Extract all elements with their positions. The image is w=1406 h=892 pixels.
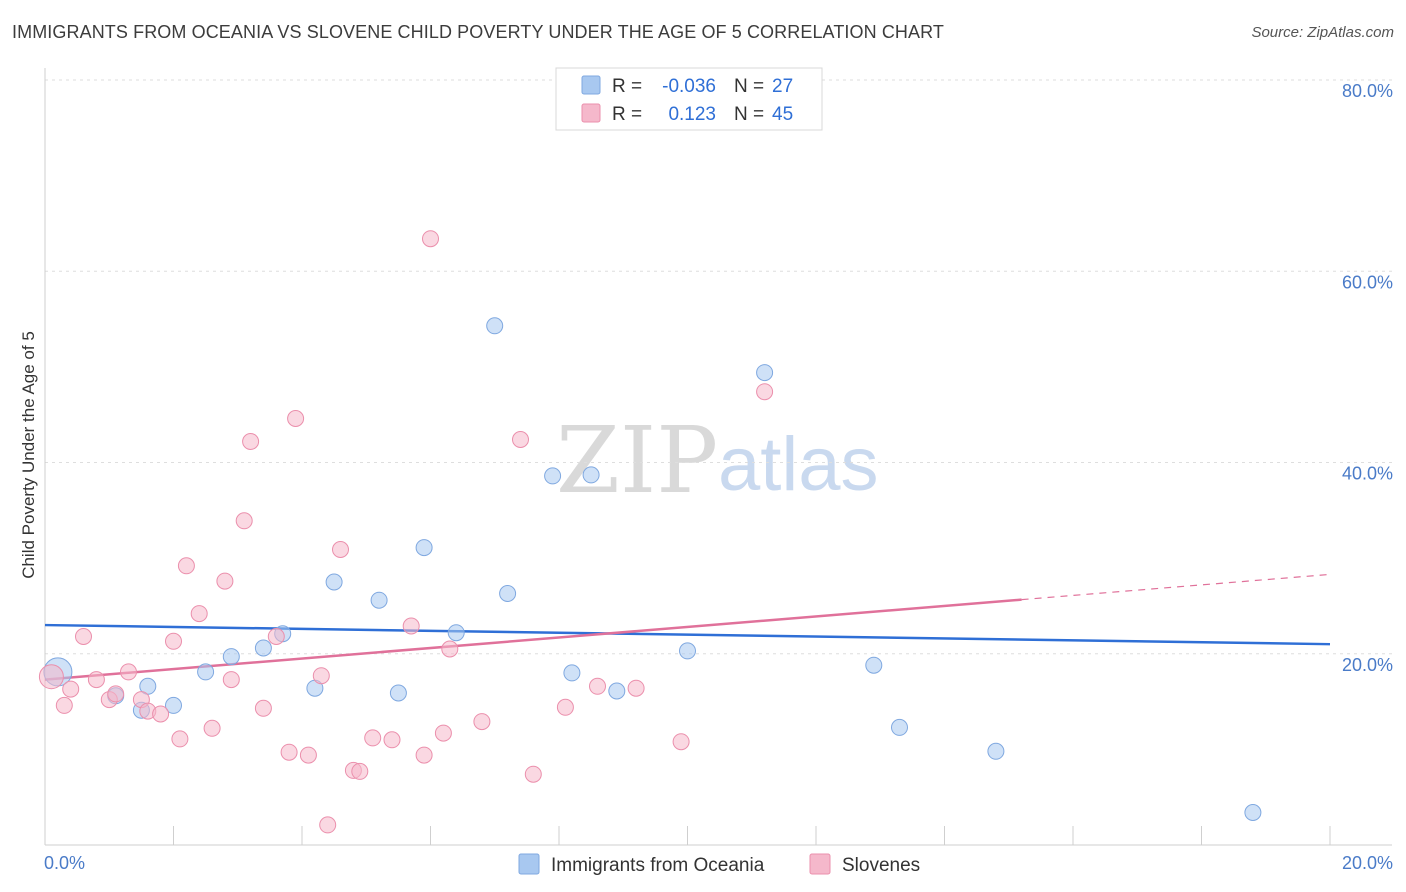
point-series0-4 [165, 696, 182, 714]
point-series1-43 [672, 733, 690, 751]
y-tick-label-0: 20.0% [1342, 655, 1393, 675]
point-series0-24 [891, 718, 908, 736]
point-series0-17 [544, 467, 562, 485]
x-tick-label-0: 0.0% [44, 853, 85, 873]
watermark-zip: ZIP [556, 407, 718, 514]
point-series1-31 [383, 731, 401, 749]
x-tick-label-1: 20.0% [1342, 853, 1393, 873]
point-series1-3 [75, 628, 92, 645]
legend-n-label-slovenes: N = [734, 104, 764, 125]
point-series1-27 [332, 541, 349, 558]
trend-line-series0 [44, 623, 1331, 646]
y-tick-labels: 20.0% 40.0% 60.0% 80.0% [1342, 81, 1393, 675]
series-legend-swatch-oceania [518, 853, 540, 875]
point-series0-5 [197, 663, 215, 681]
data-points [38, 230, 1262, 834]
point-series1-1 [55, 696, 73, 714]
point-series1-39 [524, 765, 542, 783]
point-series0-12 [389, 684, 407, 702]
point-series1-10 [152, 705, 170, 723]
point-series0-26 [1244, 804, 1262, 821]
point-series0-16 [499, 585, 517, 602]
point-series1-18 [235, 512, 253, 530]
point-series0-15 [486, 317, 504, 335]
point-series1-17 [222, 671, 240, 689]
legend-n-value-slovenes: 45 [772, 104, 793, 125]
y-axis-label: Child Poverty Under the Age of 5 [19, 331, 38, 579]
legend-r-value-slovenes: 0.123 [668, 104, 716, 125]
stats-legend: R = -0.036 N = 27 R = 0.123 N = 45 [555, 67, 823, 131]
watermark: ZIP atlas [556, 407, 879, 514]
point-series1-34 [434, 724, 452, 742]
point-series1-2 [62, 680, 80, 698]
series-legend-label-slovenes: Slovenes [842, 855, 920, 876]
point-series1-33 [415, 746, 433, 764]
y-tick-label-3: 80.0% [1342, 81, 1393, 101]
trend-lines [44, 573, 1331, 681]
point-series0-21 [679, 642, 696, 660]
point-series1-29 [351, 762, 369, 780]
series-legend-swatch-slovenes [809, 853, 831, 875]
point-series1-12 [171, 730, 189, 748]
point-series1-44 [756, 383, 774, 401]
trend-line-extension-series1 [1021, 573, 1331, 601]
point-series1-30 [364, 729, 382, 747]
point-series1-41 [589, 677, 606, 695]
chart-source: Source: ZipAtlas.com [1251, 24, 1394, 41]
point-series1-25 [312, 667, 330, 685]
watermark-atlas: atlas [718, 422, 879, 507]
point-series1-11 [165, 632, 182, 650]
legend-r-label-slovenes: R = [612, 104, 642, 125]
point-series0-7 [254, 639, 272, 657]
point-series1-24 [299, 746, 317, 764]
x-tick-labels: 0.0% 20.0% [44, 853, 1393, 873]
point-series1-13 [177, 557, 195, 575]
point-series1-15 [203, 719, 221, 737]
point-series1-7 [120, 663, 137, 681]
y-tick-label-2: 60.0% [1342, 272, 1393, 292]
point-series0-22 [756, 364, 774, 382]
legend-r-label-oceania: R = [612, 76, 642, 97]
point-series1-23 [287, 410, 305, 427]
point-series0-13 [415, 539, 433, 557]
point-series1-35 [441, 640, 459, 658]
legend-swatch-slovenes [581, 103, 601, 123]
series-legend: Immigrants from Oceania Slovenes [518, 853, 920, 876]
y-tick-label-1: 40.0% [1342, 464, 1393, 484]
point-series1-4 [87, 671, 105, 689]
point-series0-6 [222, 648, 240, 666]
legend-n-value-oceania: 27 [772, 76, 793, 97]
point-series0-23 [865, 656, 883, 674]
point-series1-40 [556, 698, 574, 716]
legend-n-label-oceania: N = [734, 76, 764, 97]
point-series0-18 [563, 664, 581, 682]
point-series1-42 [627, 679, 645, 697]
point-series1-32 [402, 617, 420, 635]
point-series1-0 [38, 664, 64, 690]
point-series1-21 [267, 628, 285, 645]
point-series1-22 [280, 743, 298, 761]
point-series0-19 [582, 466, 600, 484]
point-series1-36 [422, 230, 439, 248]
legend-r-value-oceania: -0.036 [662, 76, 716, 97]
series-legend-label-oceania: Immigrants from Oceania [551, 855, 765, 876]
point-series1-16 [216, 572, 234, 590]
chart-title: IMMIGRANTS FROM OCEANIA VS SLOVENE CHILD… [12, 22, 945, 42]
legend-swatch-oceania [581, 75, 601, 95]
point-series1-14 [190, 605, 208, 623]
point-series1-6 [107, 685, 125, 703]
point-series1-26 [319, 816, 337, 834]
grid-lines [45, 79, 1392, 655]
point-series0-10 [325, 573, 343, 591]
point-series0-14 [447, 624, 465, 642]
point-series0-25 [987, 742, 1005, 760]
point-series1-20 [254, 699, 272, 717]
point-series1-37 [473, 713, 491, 731]
point-series1-38 [512, 431, 529, 448]
point-series1-19 [242, 433, 260, 450]
axes [44, 68, 1392, 846]
point-series0-11 [370, 591, 388, 609]
point-series0-20 [608, 682, 626, 700]
